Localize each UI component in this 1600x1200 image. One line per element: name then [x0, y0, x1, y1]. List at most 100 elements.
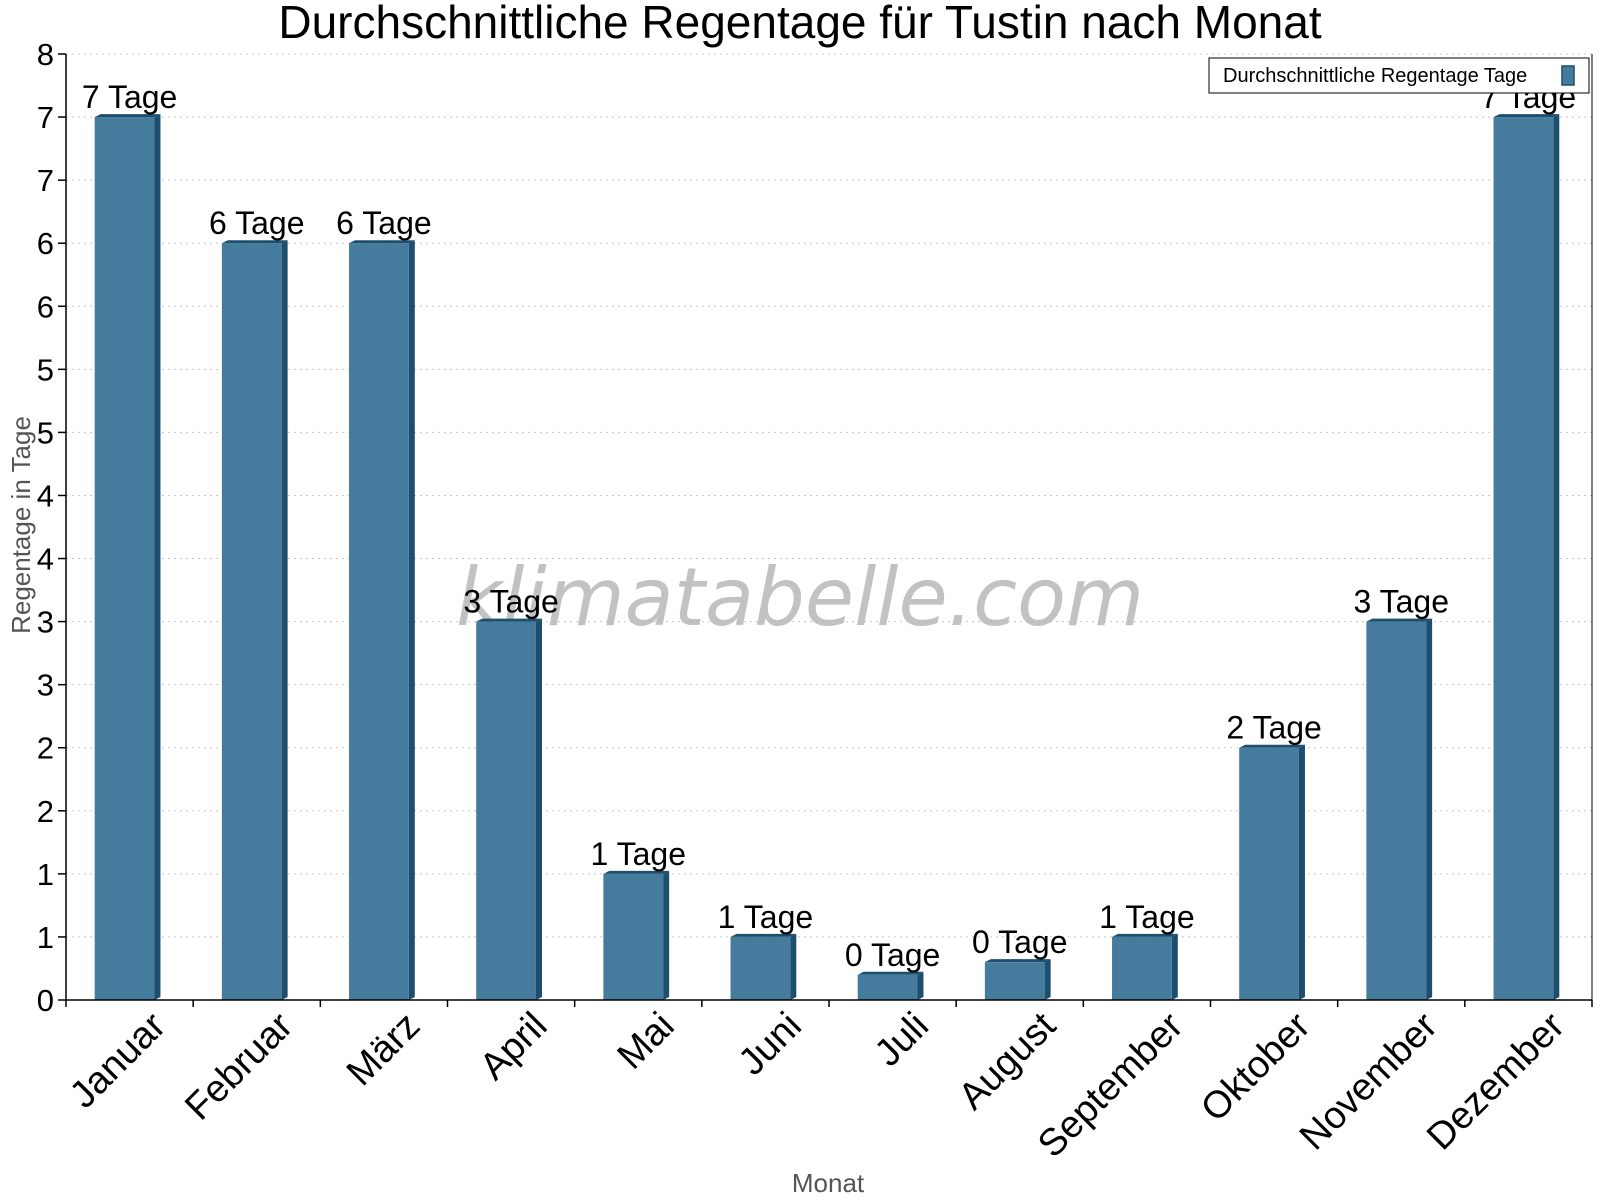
legend-swatch [1561, 65, 1575, 86]
y-tick-label: 1 [37, 857, 54, 892]
data-label: 6 Tage [209, 205, 305, 241]
bar [1239, 747, 1299, 1000]
chart-title: Durchschnittliche Regentage für Tustin n… [278, 0, 1321, 48]
bar-side [281, 240, 288, 1000]
bar-juli [857, 971, 924, 1000]
bar [1366, 621, 1427, 1000]
y-axis-title: Regentage in Tage [6, 416, 36, 634]
bar-dezember [1493, 114, 1560, 1001]
bar [603, 873, 664, 1000]
x-tick-label: März [339, 1005, 428, 1094]
bar-side [663, 870, 670, 1000]
bar-side [1298, 744, 1305, 1000]
y-tick-label: 6 [37, 289, 54, 324]
bar-top [603, 870, 670, 874]
data-label: 2 Tage [1226, 710, 1322, 746]
x-tick-label: Februar [177, 1004, 301, 1128]
bar [94, 117, 155, 1001]
bar-side [1171, 933, 1178, 1000]
bar-side [408, 240, 415, 1000]
data-labels: 7 Tage 6 Tage 6 Tage 3 Tage 1 Tage 1 Tage 0 Ta… [82, 79, 1576, 973]
bar-top [94, 114, 161, 118]
data-label: 7 Tage [82, 79, 178, 115]
bar [857, 974, 918, 1000]
y-tick-label: 5 [37, 415, 54, 450]
bar-august [984, 959, 1051, 1000]
bar-side [790, 933, 797, 1000]
data-label: 0 Tage [845, 937, 941, 973]
data-label: 1 Tage [1099, 899, 1195, 935]
y-tick-label: 7 [37, 163, 54, 198]
bar-side [1044, 959, 1051, 1000]
bar [476, 621, 536, 1000]
bar-mai [603, 870, 670, 1000]
y-tick-label: 7 [37, 100, 54, 135]
bar-top [730, 933, 797, 937]
bar-juni [730, 933, 797, 1000]
bar-top [984, 959, 1051, 963]
x-tick-label: Juli [867, 1005, 937, 1075]
bar-side [154, 114, 161, 1001]
y-tick-label: 4 [37, 542, 54, 577]
bar-september [1112, 933, 1178, 1000]
bar [349, 243, 409, 1000]
x-axis-title: Monat [792, 1168, 865, 1198]
legend-box [1208, 57, 1590, 94]
watermark: klimatabelle.com [456, 551, 1144, 644]
bars [94, 114, 1560, 1001]
grid-lines [66, 53, 1592, 938]
bar-februar [221, 240, 288, 1000]
bar-märz [349, 240, 415, 1000]
y-tick-label: 3 [37, 605, 54, 640]
bar-top [1112, 933, 1178, 937]
bar-top [221, 240, 288, 244]
bar [221, 243, 282, 1000]
x-tick-label: November [1292, 1004, 1446, 1158]
x-tick-label: Oktober [1193, 1004, 1319, 1130]
bar-side [1553, 114, 1560, 1001]
bar-top [1239, 744, 1305, 748]
bar-oktober [1239, 744, 1305, 1000]
bar [984, 962, 1045, 1000]
axes [65, 54, 1593, 1007]
data-label: 1 Tage [591, 836, 687, 872]
bar [1112, 936, 1172, 1000]
bar-side [917, 971, 924, 1000]
bar-top [857, 971, 924, 975]
y-tick-label: 1 [37, 920, 54, 955]
y-tick-label: 2 [37, 794, 54, 829]
bar-side [1426, 618, 1433, 1000]
x-tick-label: Dezember [1419, 1004, 1573, 1158]
bar-top [476, 618, 542, 622]
bar-side [535, 618, 542, 1000]
bar-april [476, 618, 542, 1000]
legend-label: Durchschnittliche Regentage Tage [1223, 65, 1527, 87]
bar-top [1493, 114, 1560, 118]
y-tick-label: 4 [37, 478, 54, 513]
bar [730, 936, 791, 1000]
x-tick-label: April [472, 1005, 555, 1088]
x-tick-label: Juni [731, 1005, 810, 1084]
data-label: 3 Tage [463, 584, 559, 620]
data-label: 3 Tage [1354, 584, 1450, 620]
y-tick-label: 6 [37, 226, 54, 261]
bar-november [1366, 618, 1433, 1000]
x-tick-label: August [951, 1004, 1065, 1118]
x-tick-label: Mai [610, 1005, 683, 1078]
y-tick-label: 5 [37, 352, 54, 387]
bar-januar [94, 114, 161, 1001]
bar-top [1366, 618, 1433, 622]
y-tick-label: 3 [37, 668, 54, 703]
watermark-text: klimatabelle.com [456, 551, 1144, 644]
x-tick-labels: Januar Februar März April Mai Juni Juli AugustS… [62, 1004, 1573, 1165]
y-tick-labels: 0 1 1 2 2 3 3 4 4 5 5 6 6 7 7 8 [37, 37, 66, 1018]
bar [1493, 117, 1554, 1001]
y-tick-label: 0 [37, 983, 54, 1018]
x-tick-label: Januar [62, 1004, 174, 1116]
y-tick-label: 8 [37, 37, 54, 72]
data-label: 0 Tage [972, 924, 1068, 960]
legend: Durchschnittliche Regentage Tage [1208, 57, 1590, 94]
y-tick-label: 2 [37, 731, 54, 766]
bar-top [349, 240, 415, 244]
